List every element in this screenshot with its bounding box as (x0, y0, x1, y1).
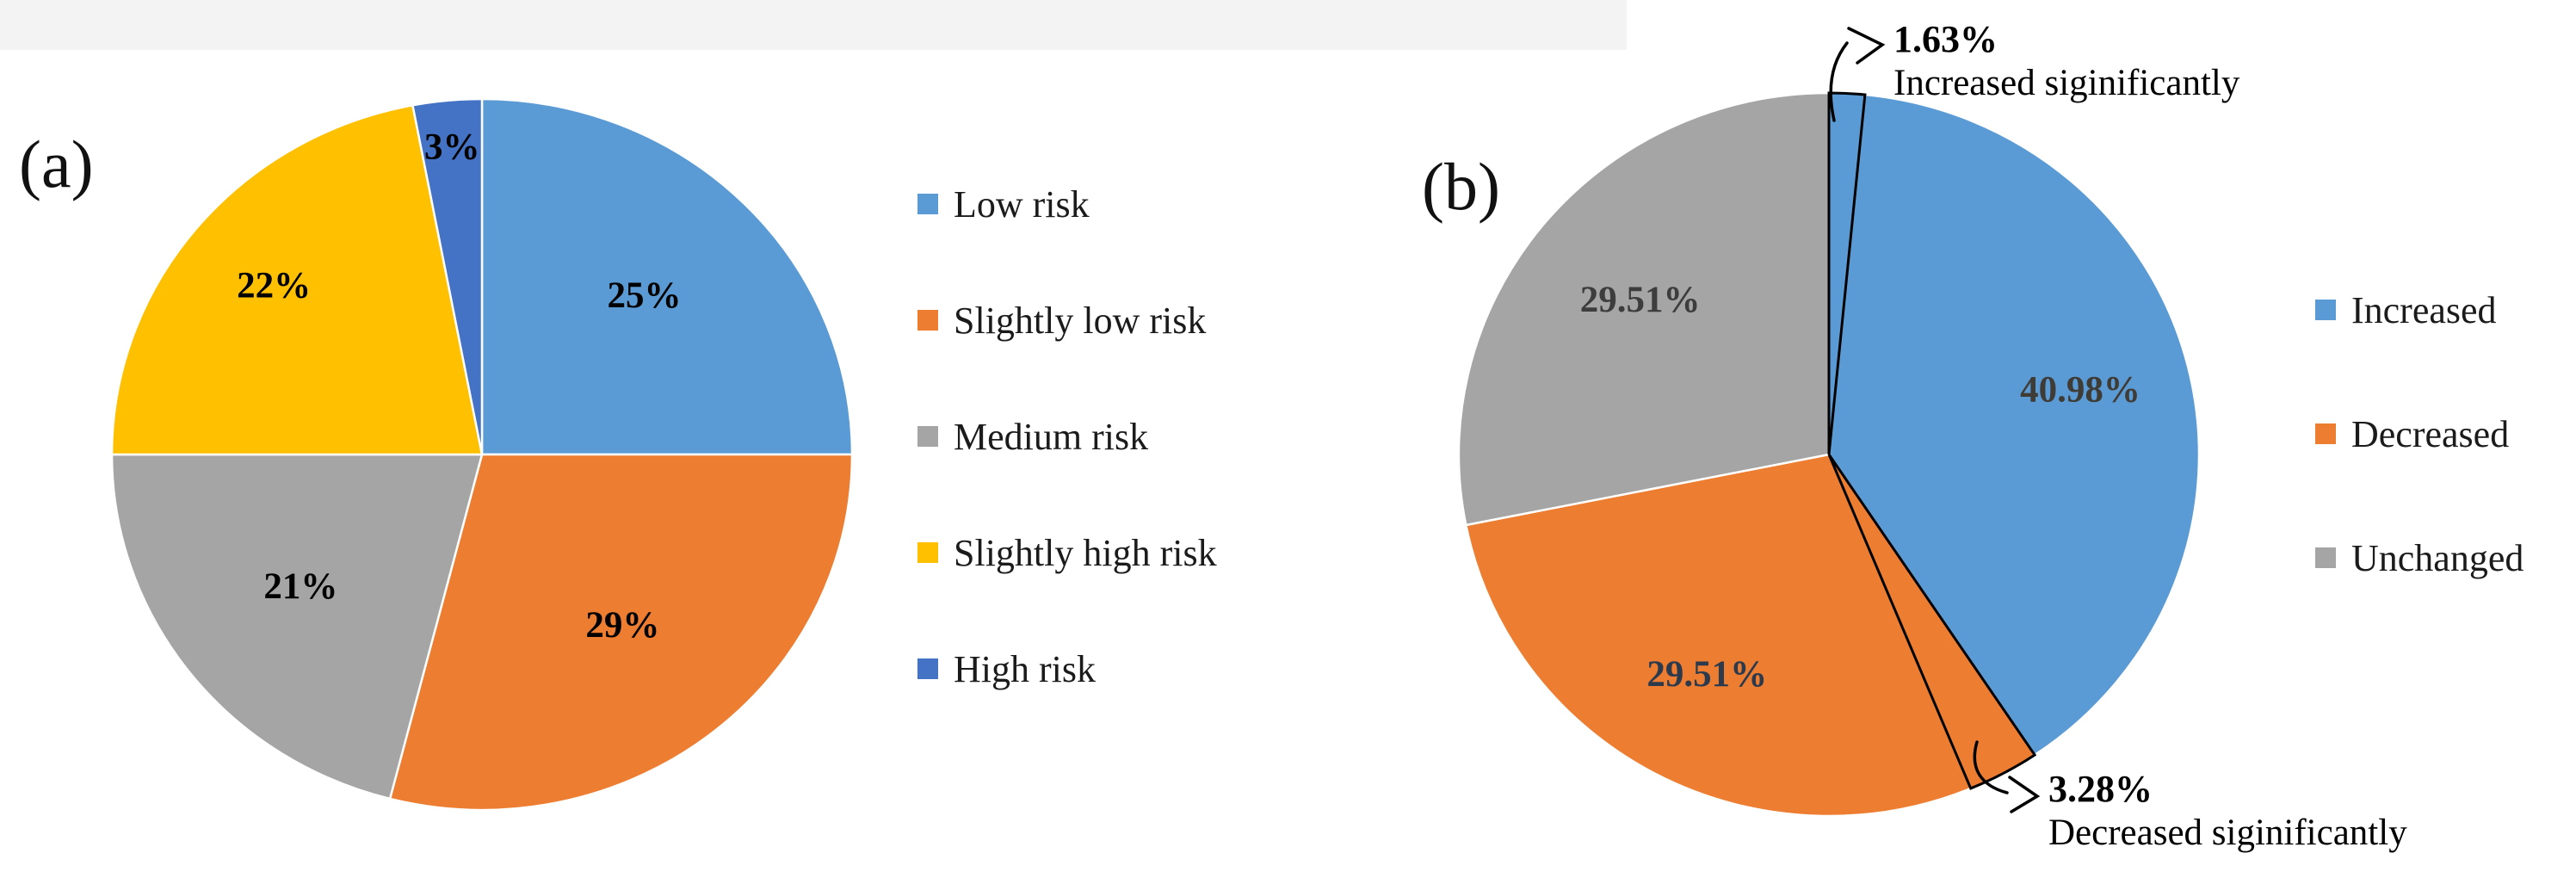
legend-item-high-risk: High risk (917, 647, 1217, 690)
pie-chart-a: 25% 29% 21% 22% 3% (110, 97, 854, 812)
callout-bottom-percent: 3.28% (2048, 768, 2153, 810)
legend-swatch (2315, 300, 2336, 320)
pie-slice-decreased (1464, 453, 1973, 818)
pie-slice-unchanged (1457, 91, 1831, 527)
pie-slice-value-label: 3% (424, 127, 480, 167)
pie-slice-low-risk (480, 97, 854, 456)
legend-swatch (917, 310, 938, 331)
pie-slice-medium-risk (110, 453, 484, 801)
legend-label: Low risk (954, 182, 1090, 226)
legend-swatch (2315, 547, 2336, 568)
callout-increased-significantly: 1.63% Increased siginificantly (1893, 18, 2240, 107)
legend-label: Unchanged (2351, 536, 2524, 579)
pie-slice-value-label: 29.51% (1646, 654, 1767, 695)
panel-a-tag: (a) (19, 127, 94, 201)
legend-label: Slightly low risk (954, 299, 1207, 342)
pie-slice-high-risk (411, 97, 484, 455)
legend-item-unchanged: Unchanged (2315, 536, 2523, 579)
legend-item-decreased: Decreased (2315, 412, 2523, 455)
legend-item-slightly-low-risk: Slightly low risk (917, 299, 1217, 342)
pie-slice-value-label: 29.51% (1580, 280, 1701, 320)
legend-swatch (2315, 423, 2336, 444)
callout-decreased-significantly: 3.28% Decreased siginificantly (2048, 768, 2407, 856)
pie-chart-b: 40.98% 29.51% 29.51% (1457, 91, 2201, 818)
callout-top-label: Increased siginificantly (1893, 63, 2240, 104)
legend-swatch (917, 194, 938, 214)
pie-slice-value-label: 25% (608, 275, 682, 316)
legend-swatch (917, 542, 938, 563)
pie-slice-increased-siginificantly (1827, 91, 1867, 455)
legend-item-low-risk: Low risk (917, 182, 1217, 226)
legend-b: Increased Decreased Unchanged (2315, 288, 2523, 660)
pie-slice-slightly-high-risk (110, 103, 484, 456)
pie-slice-value-label: 29% (585, 605, 659, 646)
pie-slice-value-label: 21% (263, 566, 337, 607)
callout-bottom-label: Decreased siginificantly (2048, 813, 2407, 854)
pie-slice-slightly-low-risk (388, 453, 854, 812)
legend-label: Increased (2351, 288, 2497, 331)
legend-item-increased: Increased (2315, 288, 2523, 331)
panel-b-tag: (b) (1422, 149, 1500, 224)
legend-label: High risk (954, 647, 1096, 690)
pie-slice-value-label: 22% (237, 266, 311, 306)
pie-slice-decreased-siginificantly (1827, 454, 2037, 790)
pie-slice-increased (1827, 93, 2201, 757)
legend-item-medium-risk: Medium risk (917, 415, 1217, 458)
legend-swatch (917, 426, 938, 447)
legend-label: Medium risk (954, 415, 1149, 458)
pie-slice-value-label: 40.98% (2020, 369, 2140, 410)
legend-label: Decreased (2351, 412, 2510, 455)
legend-a: Low risk Slightly low risk Medium risk Slig… (917, 182, 1217, 763)
legend-item-slightly-high-risk: Slightly high risk (917, 531, 1217, 574)
top-background-band (0, 0, 1627, 50)
callout-arrow-bottom (1973, 740, 2041, 813)
callout-top-percent: 1.63% (1893, 18, 1998, 60)
legend-label: Slightly high risk (954, 531, 1217, 574)
legend-swatch (917, 658, 938, 679)
callout-arrow-top (1829, 27, 1886, 122)
